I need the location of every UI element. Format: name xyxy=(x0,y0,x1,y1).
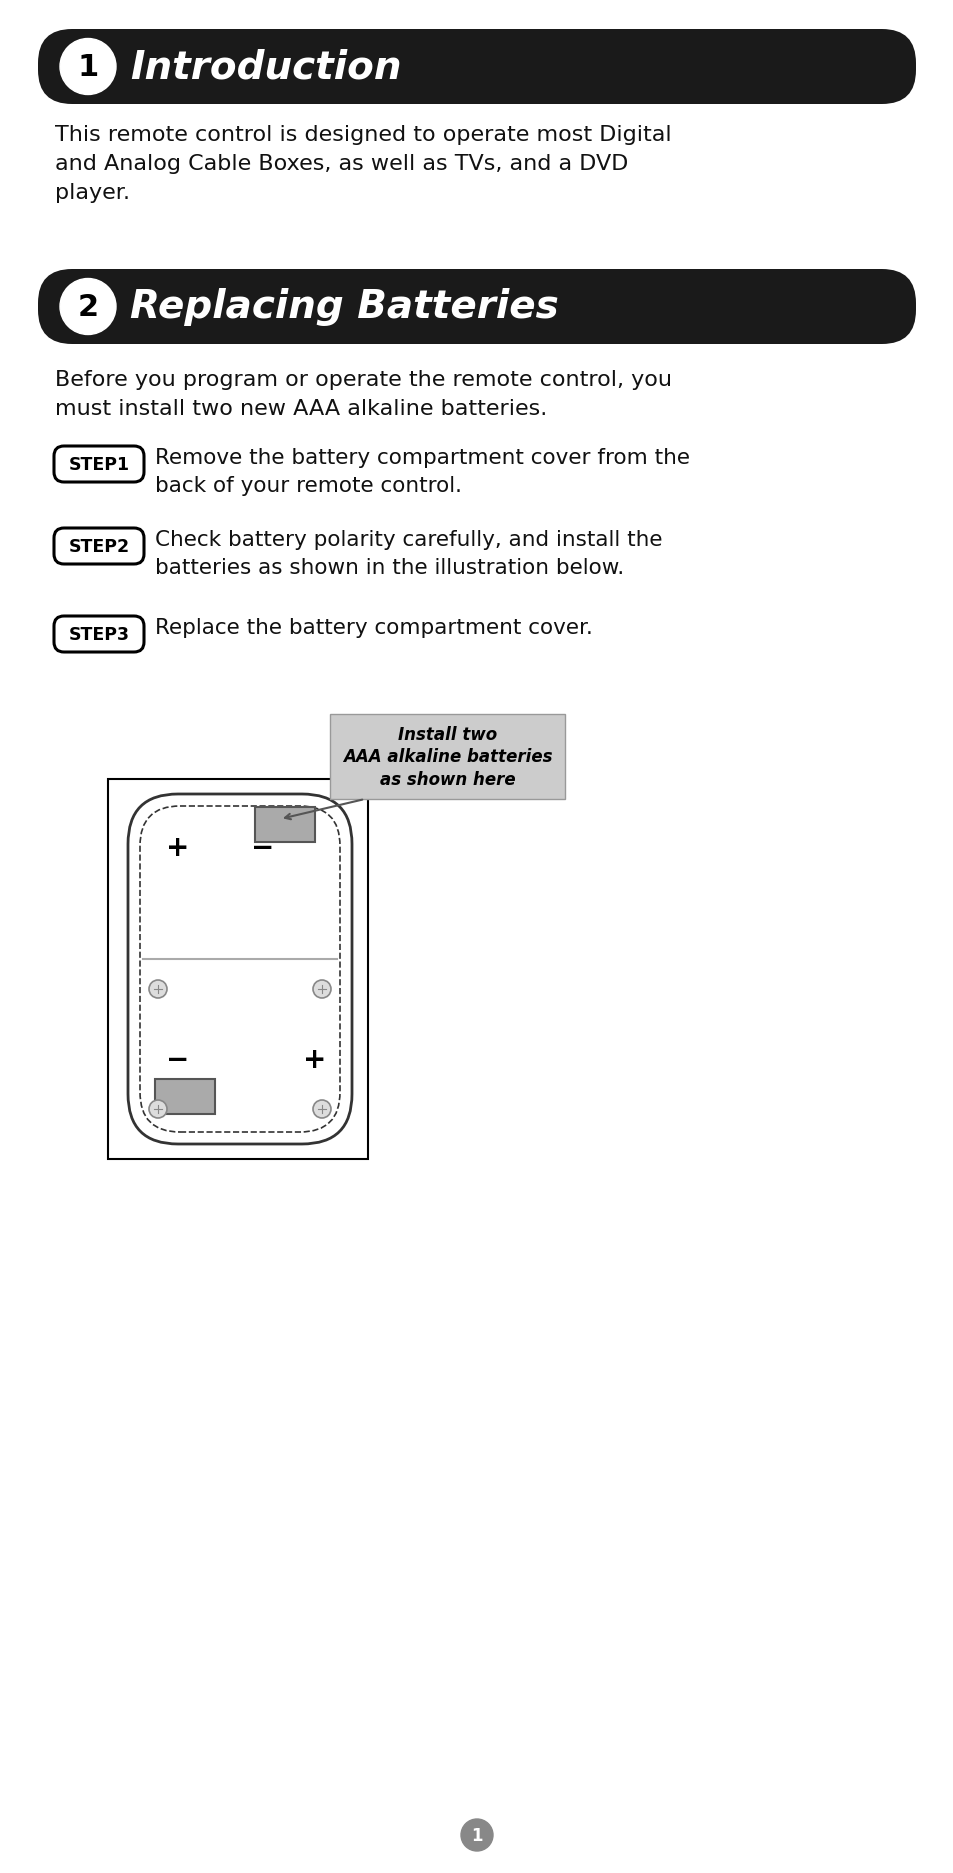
Text: Before you program or operate the remote control, you
must install two new AAA a: Before you program or operate the remote… xyxy=(55,369,671,418)
FancyBboxPatch shape xyxy=(128,794,352,1144)
FancyBboxPatch shape xyxy=(54,528,144,564)
Circle shape xyxy=(149,980,167,998)
Text: −: − xyxy=(166,1045,190,1073)
Text: +: + xyxy=(166,833,190,862)
FancyBboxPatch shape xyxy=(54,448,144,483)
FancyBboxPatch shape xyxy=(38,30,915,105)
Text: This remote control is designed to operate most Digital
and Analog Cable Boxes, : This remote control is designed to opera… xyxy=(55,125,671,202)
Text: Replacing Batteries: Replacing Batteries xyxy=(130,288,558,326)
FancyBboxPatch shape xyxy=(38,270,915,345)
Text: Replace the battery compartment cover.: Replace the battery compartment cover. xyxy=(154,618,592,637)
Bar xyxy=(108,779,368,1159)
Bar xyxy=(154,1079,214,1114)
Text: STEP2: STEP2 xyxy=(69,538,130,556)
Text: Introduction: Introduction xyxy=(130,49,401,86)
Text: 2: 2 xyxy=(77,292,98,322)
Circle shape xyxy=(60,39,116,96)
Circle shape xyxy=(460,1819,493,1851)
Text: 1: 1 xyxy=(471,1826,482,1845)
Circle shape xyxy=(149,1101,167,1118)
Bar xyxy=(330,715,564,800)
Text: Install two
AAA alkaline batteries
as shown here: Install two AAA alkaline batteries as sh… xyxy=(342,725,552,789)
Text: +: + xyxy=(303,1045,326,1073)
Text: −: − xyxy=(251,833,274,862)
Circle shape xyxy=(313,980,331,998)
FancyBboxPatch shape xyxy=(54,616,144,652)
Bar xyxy=(254,807,314,843)
Circle shape xyxy=(313,1101,331,1118)
Text: STEP3: STEP3 xyxy=(69,626,130,644)
Text: 1: 1 xyxy=(77,52,98,82)
Circle shape xyxy=(60,279,116,335)
Text: STEP1: STEP1 xyxy=(69,455,130,474)
Text: Check battery polarity carefully, and install the
batteries as shown in the illu: Check battery polarity carefully, and in… xyxy=(154,530,661,577)
Text: Remove the battery compartment cover from the
back of your remote control.: Remove the battery compartment cover fro… xyxy=(154,448,689,496)
